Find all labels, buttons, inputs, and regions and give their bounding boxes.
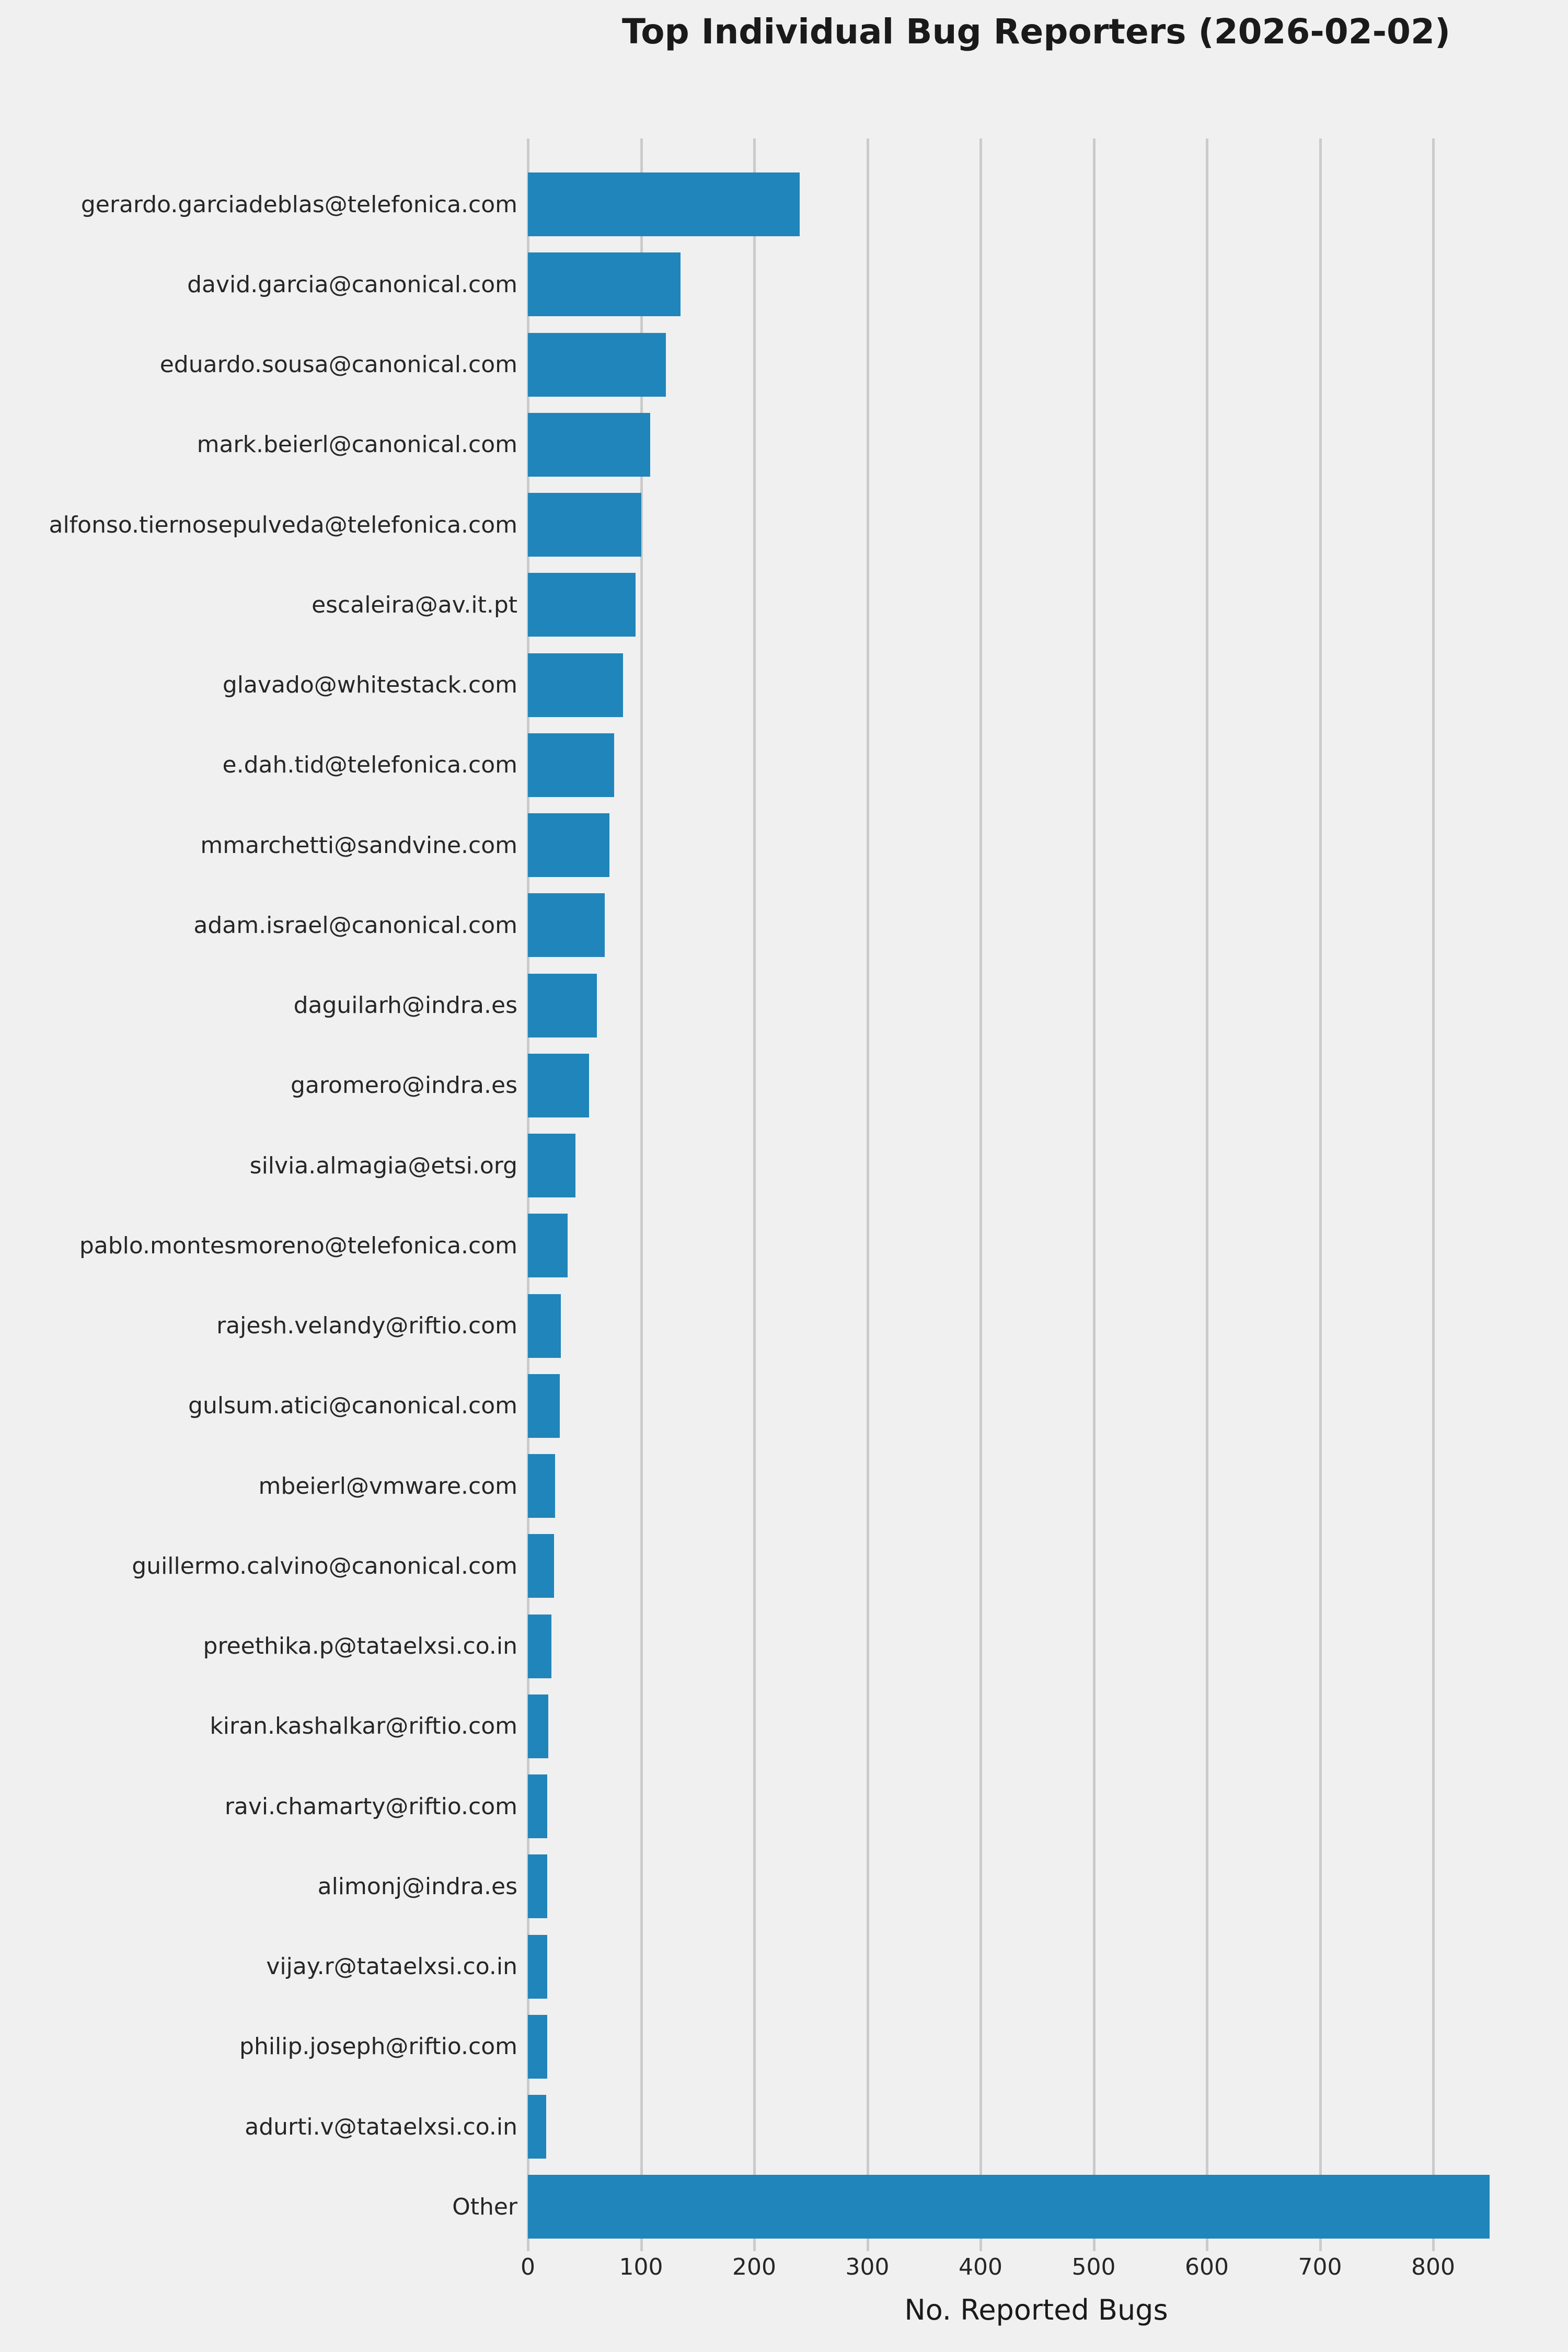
x-tick-label: 700 — [1298, 2254, 1342, 2280]
bar — [528, 172, 800, 236]
x-tick-mark — [640, 2240, 643, 2251]
bar — [528, 493, 641, 557]
y-tick-label: eduardo.sousa@canonical.com — [159, 351, 517, 378]
y-tick-label: mark.beierl@canonical.com — [197, 431, 517, 458]
y-tick-label: mmarchetti@sandvine.com — [200, 832, 517, 859]
y-tick-label: daguilarh@indra.es — [293, 992, 517, 1019]
bar — [528, 1694, 548, 1758]
x-tick-mark — [979, 2240, 982, 2251]
bar — [528, 2014, 547, 2079]
y-tick-label: glavado@whitestack.com — [222, 672, 517, 698]
bar — [528, 1214, 568, 1278]
y-tick-label: kiran.kashalkar@riftio.com — [210, 1713, 517, 1740]
x-tick-mark — [753, 2240, 756, 2251]
x-tick-label: 500 — [1071, 2254, 1116, 2280]
y-tick-label: alimonj@indra.es — [317, 1873, 517, 1900]
bar — [528, 813, 609, 877]
x-tick-label: 800 — [1411, 2254, 1455, 2280]
gridline — [640, 139, 643, 2240]
x-tick-mark — [1432, 2240, 1435, 2251]
bar — [528, 573, 636, 637]
bar — [528, 1294, 561, 1358]
gridline — [979, 139, 982, 2240]
bar — [528, 1134, 575, 1197]
y-tick-label: Other — [452, 2193, 517, 2220]
y-tick-label: gerardo.garciadeblas@telefonica.com — [80, 191, 517, 218]
gridline — [1432, 139, 1435, 2240]
y-tick-label: david.garcia@canonical.com — [187, 271, 517, 298]
y-tick-label: rajesh.velandy@riftio.com — [216, 1312, 517, 1339]
x-tick-label: 200 — [732, 2254, 776, 2280]
bar — [528, 973, 597, 1037]
x-tick-label: 100 — [619, 2254, 663, 2280]
y-tick-label: pablo.montesmoreno@telefonica.com — [79, 1232, 517, 1259]
x-axis-title: No. Reported Bugs — [904, 2293, 1168, 2326]
gridline — [1319, 139, 1322, 2240]
chart-title: Top Individual Bug Reporters (2026-02-02… — [621, 11, 1451, 52]
bar — [528, 1454, 555, 1518]
y-tick-label: gulsum.atici@canonical.com — [188, 1392, 517, 1420]
plot-area — [527, 139, 1544, 2251]
y-tick-label: alfonso.tiernosepulveda@telefonica.com — [49, 511, 518, 538]
y-tick-label: mbeierl@vmware.com — [258, 1472, 517, 1500]
bar — [528, 1934, 547, 1999]
x-tick-label: 300 — [845, 2254, 890, 2280]
y-tick-label: philip.joseph@riftio.com — [239, 2033, 517, 2060]
bar — [528, 252, 681, 317]
x-axis-ticks: 0 100 200 300 400 500 600 700 800 — [521, 2254, 1544, 2290]
y-tick-label: adurti.v@tataelxsi.co.in — [245, 2113, 517, 2140]
bar — [528, 1374, 560, 1438]
bar — [528, 893, 605, 958]
y-tick-label: silvia.almagia@etsi.org — [249, 1152, 517, 1179]
y-tick-label: ravi.chamarty@riftio.com — [224, 1793, 517, 1820]
bar — [528, 1854, 547, 1919]
x-tick-mark — [866, 2240, 869, 2251]
y-tick-label: vijay.r@tataelxsi.co.in — [266, 1953, 517, 1980]
y-tick-label: guillermo.calvino@canonical.com — [132, 1552, 517, 1579]
y-axis-labels: gerardo.garciadeblas@telefonica.com david… — [0, 139, 518, 2240]
y-tick-label: escaleira@av.it.pt — [312, 591, 517, 618]
gridline — [1092, 139, 1096, 2240]
y-tick-label: garomero@indra.es — [291, 1072, 517, 1099]
bar — [528, 412, 650, 477]
bar — [528, 1053, 589, 1117]
y-tick-label: e.dah.tid@telefonica.com — [222, 752, 517, 779]
x-tick-label: 600 — [1185, 2254, 1229, 2280]
bar — [528, 1534, 554, 1598]
bar — [528, 1774, 547, 1838]
x-tick-label: 400 — [959, 2254, 1002, 2280]
y-tick-label: adam.israel@canonical.com — [193, 912, 517, 939]
bar — [528, 332, 666, 397]
x-tick-mark — [1206, 2240, 1208, 2251]
gridline — [753, 139, 756, 2240]
x-tick-mark — [1092, 2240, 1096, 2251]
gridline — [866, 139, 869, 2240]
x-tick-label: 0 — [521, 2254, 535, 2280]
gridline — [1206, 139, 1208, 2240]
bar — [528, 1614, 552, 1678]
x-tick-mark — [527, 2240, 529, 2251]
bar — [528, 2095, 546, 2159]
bar — [528, 733, 614, 797]
bar — [528, 2175, 1490, 2239]
x-tick-mark — [1319, 2240, 1322, 2251]
y-tick-label: preethika.p@tataelxsi.co.in — [203, 1633, 517, 1659]
bar — [528, 653, 623, 717]
